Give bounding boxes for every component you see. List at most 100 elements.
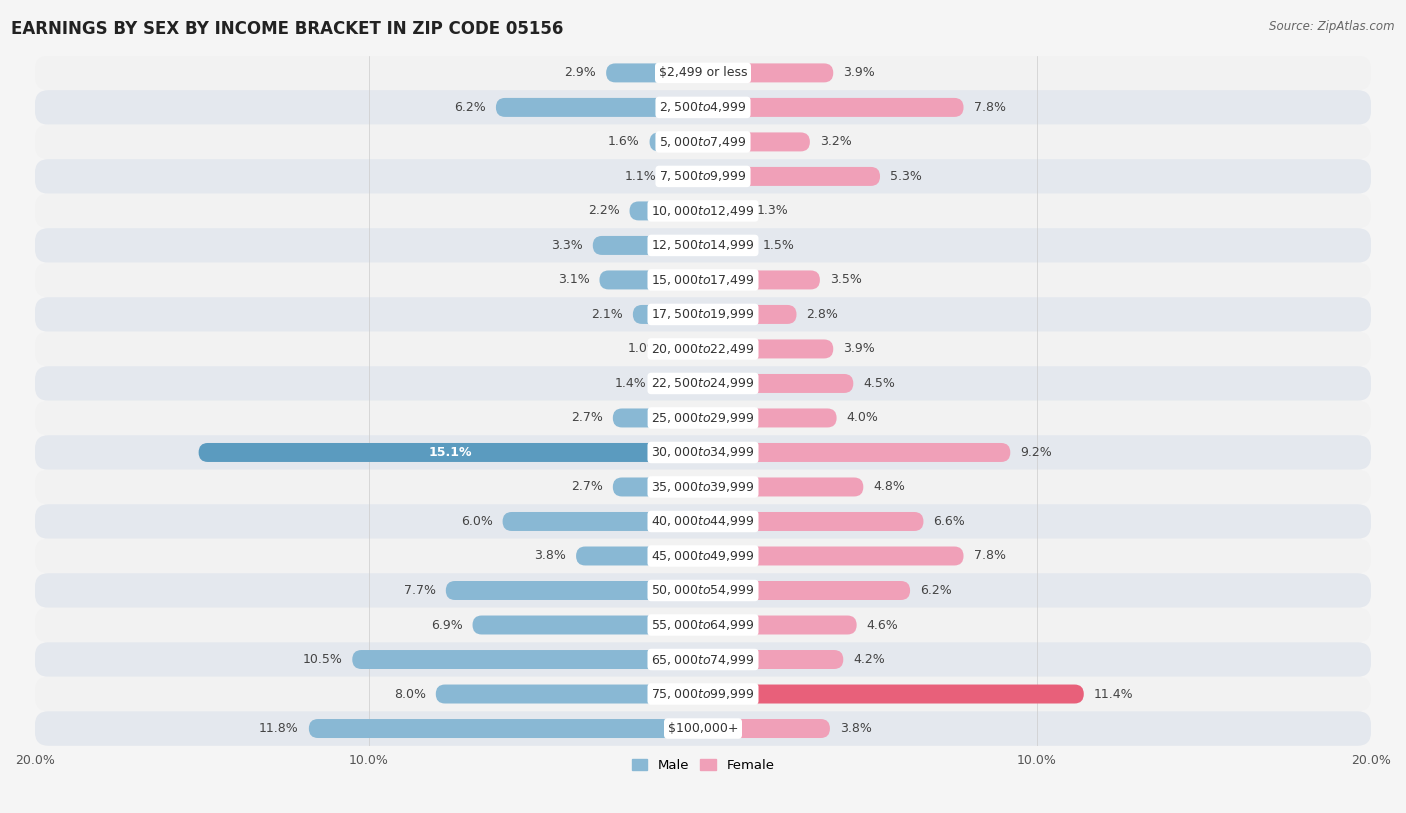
Text: 1.5%: 1.5% — [763, 239, 794, 252]
Text: $20,000 to $22,499: $20,000 to $22,499 — [651, 342, 755, 356]
FancyBboxPatch shape — [599, 271, 703, 289]
Text: 2.8%: 2.8% — [807, 308, 838, 321]
Text: 4.5%: 4.5% — [863, 377, 896, 390]
Text: $40,000 to $44,999: $40,000 to $44,999 — [651, 515, 755, 528]
FancyBboxPatch shape — [703, 443, 1011, 462]
Text: 4.8%: 4.8% — [873, 480, 905, 493]
FancyBboxPatch shape — [35, 539, 1371, 573]
Text: 3.2%: 3.2% — [820, 136, 852, 149]
Text: 2.7%: 2.7% — [571, 411, 603, 424]
FancyBboxPatch shape — [703, 477, 863, 497]
FancyBboxPatch shape — [35, 401, 1371, 435]
FancyBboxPatch shape — [703, 63, 834, 82]
FancyBboxPatch shape — [35, 90, 1371, 124]
Text: 3.9%: 3.9% — [844, 67, 875, 80]
Text: $22,500 to $24,999: $22,500 to $24,999 — [651, 376, 755, 390]
Text: $2,499 or less: $2,499 or less — [659, 67, 747, 80]
Text: $45,000 to $49,999: $45,000 to $49,999 — [651, 549, 755, 563]
Text: 8.0%: 8.0% — [394, 688, 426, 701]
FancyBboxPatch shape — [35, 55, 1371, 90]
FancyBboxPatch shape — [472, 615, 703, 634]
Text: 3.8%: 3.8% — [534, 550, 567, 563]
Text: 1.0%: 1.0% — [627, 342, 659, 355]
Text: 1.1%: 1.1% — [624, 170, 657, 183]
Text: $35,000 to $39,999: $35,000 to $39,999 — [651, 480, 755, 494]
FancyBboxPatch shape — [35, 366, 1371, 401]
FancyBboxPatch shape — [35, 608, 1371, 642]
FancyBboxPatch shape — [613, 408, 703, 428]
Text: 7.7%: 7.7% — [404, 584, 436, 597]
Text: $100,000+: $100,000+ — [668, 722, 738, 735]
Text: 2.9%: 2.9% — [564, 67, 596, 80]
FancyBboxPatch shape — [703, 615, 856, 634]
Text: 6.6%: 6.6% — [934, 515, 966, 528]
Text: 3.9%: 3.9% — [844, 342, 875, 355]
FancyBboxPatch shape — [35, 711, 1371, 746]
Text: 1.4%: 1.4% — [614, 377, 647, 390]
FancyBboxPatch shape — [446, 581, 703, 600]
FancyBboxPatch shape — [666, 167, 703, 186]
Text: 2.1%: 2.1% — [591, 308, 623, 321]
FancyBboxPatch shape — [35, 435, 1371, 470]
Text: 11.4%: 11.4% — [1094, 688, 1133, 701]
Text: $50,000 to $54,999: $50,000 to $54,999 — [651, 584, 755, 598]
Text: 4.2%: 4.2% — [853, 653, 884, 666]
Text: 6.2%: 6.2% — [454, 101, 486, 114]
Text: $7,500 to $9,999: $7,500 to $9,999 — [659, 169, 747, 184]
FancyBboxPatch shape — [703, 133, 810, 151]
FancyBboxPatch shape — [633, 305, 703, 324]
Text: EARNINGS BY SEX BY INCOME BRACKET IN ZIP CODE 05156: EARNINGS BY SEX BY INCOME BRACKET IN ZIP… — [11, 20, 564, 38]
Text: $10,000 to $12,499: $10,000 to $12,499 — [651, 204, 755, 218]
FancyBboxPatch shape — [35, 470, 1371, 504]
Text: $5,000 to $7,499: $5,000 to $7,499 — [659, 135, 747, 149]
FancyBboxPatch shape — [436, 685, 703, 703]
Text: 5.3%: 5.3% — [890, 170, 922, 183]
FancyBboxPatch shape — [35, 263, 1371, 298]
Text: 3.5%: 3.5% — [830, 273, 862, 286]
Text: $25,000 to $29,999: $25,000 to $29,999 — [651, 411, 755, 425]
Text: $15,000 to $17,499: $15,000 to $17,499 — [651, 273, 755, 287]
FancyBboxPatch shape — [576, 546, 703, 566]
Text: 6.9%: 6.9% — [430, 619, 463, 632]
Text: $17,500 to $19,999: $17,500 to $19,999 — [651, 307, 755, 321]
FancyBboxPatch shape — [35, 298, 1371, 332]
FancyBboxPatch shape — [703, 546, 963, 566]
FancyBboxPatch shape — [703, 236, 754, 255]
FancyBboxPatch shape — [703, 408, 837, 428]
FancyBboxPatch shape — [35, 228, 1371, 263]
Text: $55,000 to $64,999: $55,000 to $64,999 — [651, 618, 755, 632]
FancyBboxPatch shape — [35, 676, 1371, 711]
Text: 4.6%: 4.6% — [866, 619, 898, 632]
FancyBboxPatch shape — [35, 332, 1371, 366]
Text: $65,000 to $74,999: $65,000 to $74,999 — [651, 653, 755, 667]
FancyBboxPatch shape — [35, 124, 1371, 159]
Text: 3.3%: 3.3% — [551, 239, 582, 252]
FancyBboxPatch shape — [606, 63, 703, 82]
Text: 3.8%: 3.8% — [839, 722, 872, 735]
Text: $75,000 to $99,999: $75,000 to $99,999 — [651, 687, 755, 701]
FancyBboxPatch shape — [35, 159, 1371, 193]
Text: 4.0%: 4.0% — [846, 411, 879, 424]
Text: 1.6%: 1.6% — [607, 136, 640, 149]
FancyBboxPatch shape — [630, 202, 703, 220]
FancyBboxPatch shape — [703, 685, 1084, 703]
Text: $30,000 to $34,999: $30,000 to $34,999 — [651, 446, 755, 459]
Text: 7.8%: 7.8% — [973, 550, 1005, 563]
FancyBboxPatch shape — [703, 340, 834, 359]
Legend: Male, Female: Male, Female — [626, 754, 780, 777]
FancyBboxPatch shape — [35, 573, 1371, 608]
FancyBboxPatch shape — [502, 512, 703, 531]
Text: 2.7%: 2.7% — [571, 480, 603, 493]
FancyBboxPatch shape — [703, 167, 880, 186]
FancyBboxPatch shape — [353, 650, 703, 669]
FancyBboxPatch shape — [703, 512, 924, 531]
FancyBboxPatch shape — [613, 477, 703, 497]
FancyBboxPatch shape — [703, 202, 747, 220]
Text: 3.1%: 3.1% — [558, 273, 589, 286]
Text: 15.1%: 15.1% — [429, 446, 472, 459]
FancyBboxPatch shape — [703, 719, 830, 738]
Text: 6.2%: 6.2% — [920, 584, 952, 597]
FancyBboxPatch shape — [496, 98, 703, 117]
FancyBboxPatch shape — [703, 305, 797, 324]
Text: $12,500 to $14,999: $12,500 to $14,999 — [651, 238, 755, 252]
